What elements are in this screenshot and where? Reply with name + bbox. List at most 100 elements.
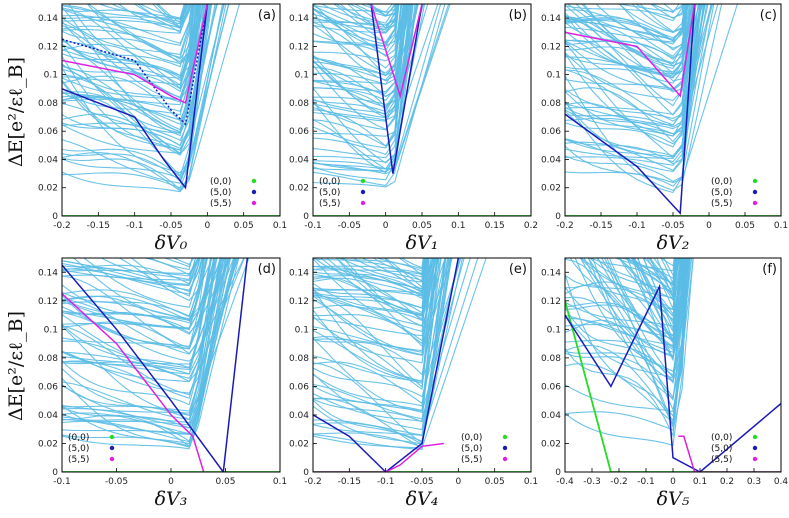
bulk-curve	[62, 4, 201, 147]
bulk-curve	[608, 258, 683, 349]
bulk-curve	[313, 4, 408, 147]
bulk-curve	[68, 4, 211, 77]
bulk-curve	[313, 4, 425, 105]
bulk-curve	[313, 4, 400, 30]
y-tick-label: 0.04	[289, 411, 309, 421]
x-tick-label: -0.05	[159, 221, 182, 231]
x-tick-label: -0.1	[628, 221, 646, 231]
bulk-curve	[583, 258, 689, 337]
bulk-curve	[313, 4, 406, 101]
bulk-curve	[62, 4, 206, 121]
bulk-curve	[565, 4, 702, 93]
series-line-00	[565, 300, 781, 472]
bulk-curve	[565, 258, 686, 377]
bulk-curve	[62, 258, 207, 324]
bulk-curve	[313, 4, 406, 108]
bulk-curve	[313, 4, 407, 95]
bulk-curve	[400, 258, 424, 269]
y-tick-label: 0.04	[38, 411, 58, 421]
y-tick-label: 0.14	[38, 268, 58, 278]
bulk-curve	[118, 258, 214, 302]
x-tick-label: 0	[168, 477, 174, 487]
bulk-curve	[643, 258, 686, 325]
bulk-curve	[62, 4, 216, 156]
x-tick-label: -0.3	[583, 477, 601, 487]
bulk-curve	[565, 4, 715, 183]
bulk-curve	[565, 4, 689, 51]
legend-label: (5,5)	[68, 455, 89, 465]
panel-label: (a)	[258, 8, 276, 23]
y-tick-label: 0.02	[289, 439, 309, 449]
y-tick-label: 0.12	[38, 297, 58, 307]
bulk-curve	[565, 258, 687, 340]
bulk-curve	[321, 4, 399, 26]
bulk-curve	[313, 258, 440, 322]
bulk-curve	[565, 4, 702, 160]
bulk-curve	[62, 4, 198, 116]
bulk-curve	[62, 258, 235, 442]
legend-marker	[109, 445, 115, 451]
bulk-curve	[313, 258, 446, 449]
bulk-curve	[565, 4, 719, 135]
bulk-curve	[62, 258, 216, 350]
bulk-curve	[347, 4, 398, 34]
bulk-curve	[62, 4, 200, 125]
bulk-curve	[62, 258, 235, 365]
bulk-curve	[313, 4, 405, 110]
plot-frame	[564, 3, 782, 217]
bulk-curve	[337, 258, 426, 283]
legend-marker	[109, 456, 115, 462]
bulk-curve	[313, 4, 398, 47]
plot-area	[62, 4, 280, 216]
series-line-55	[678, 435, 781, 472]
bulk-curve	[313, 4, 400, 56]
bulk-curve	[62, 4, 213, 189]
x-tick-label: 0	[706, 221, 712, 231]
bulk-curve	[565, 4, 697, 101]
x-tick-label: 0.1	[273, 221, 287, 231]
x-tick-label: -0.05	[105, 477, 128, 487]
bulk-curve	[62, 4, 208, 182]
y-tick-label: 0.1	[44, 325, 58, 335]
bulk-curve	[62, 258, 199, 285]
bulk-curve	[62, 4, 199, 137]
bulk-curve	[313, 4, 403, 57]
y-tick-label: 0.04	[541, 411, 561, 421]
bulk-curve	[313, 258, 432, 356]
y-axis-label-bottom: ΔE[e²/εℓ_B]	[5, 311, 27, 421]
bulk-curve	[615, 4, 683, 12]
bulk-curve	[635, 4, 684, 22]
x-axis-label: δV₅	[657, 488, 690, 510]
legend-marker	[502, 445, 508, 451]
bulk-curve	[62, 258, 215, 369]
bulk-curve	[642, 258, 686, 331]
y-tick-label: 0.1	[547, 71, 561, 81]
bulk-curve	[62, 258, 222, 396]
bulk-curve	[313, 4, 399, 43]
series-line-55	[62, 4, 209, 104]
y-tick-label: 0.08	[289, 354, 309, 364]
legend-label: (5,5)	[319, 199, 340, 209]
bulk-curve	[62, 258, 223, 412]
bulk-curve	[62, 258, 200, 286]
bulk-curve	[313, 258, 430, 309]
bulk-curve	[62, 258, 229, 355]
x-tick-label: -0.1	[126, 221, 144, 231]
bulk-curve	[565, 4, 696, 143]
bulk-curve	[313, 4, 439, 137]
x-tick-label: 0.1	[774, 221, 788, 231]
x-tick-label: 0.05	[412, 221, 432, 231]
bulk-curve	[565, 4, 694, 92]
bulk-curve	[565, 258, 691, 399]
bulk-curve	[565, 4, 689, 43]
y-tick-label: 0.06	[289, 127, 309, 137]
bulk-curve	[62, 4, 198, 93]
series-line-55	[370, 4, 423, 99]
plot-area	[313, 258, 531, 472]
bulk-curve	[313, 4, 408, 122]
y-tick-label: 0.04	[38, 155, 58, 165]
bulk-curve	[313, 258, 430, 333]
bulk-curve	[313, 258, 451, 348]
bulk-curve	[62, 258, 235, 426]
